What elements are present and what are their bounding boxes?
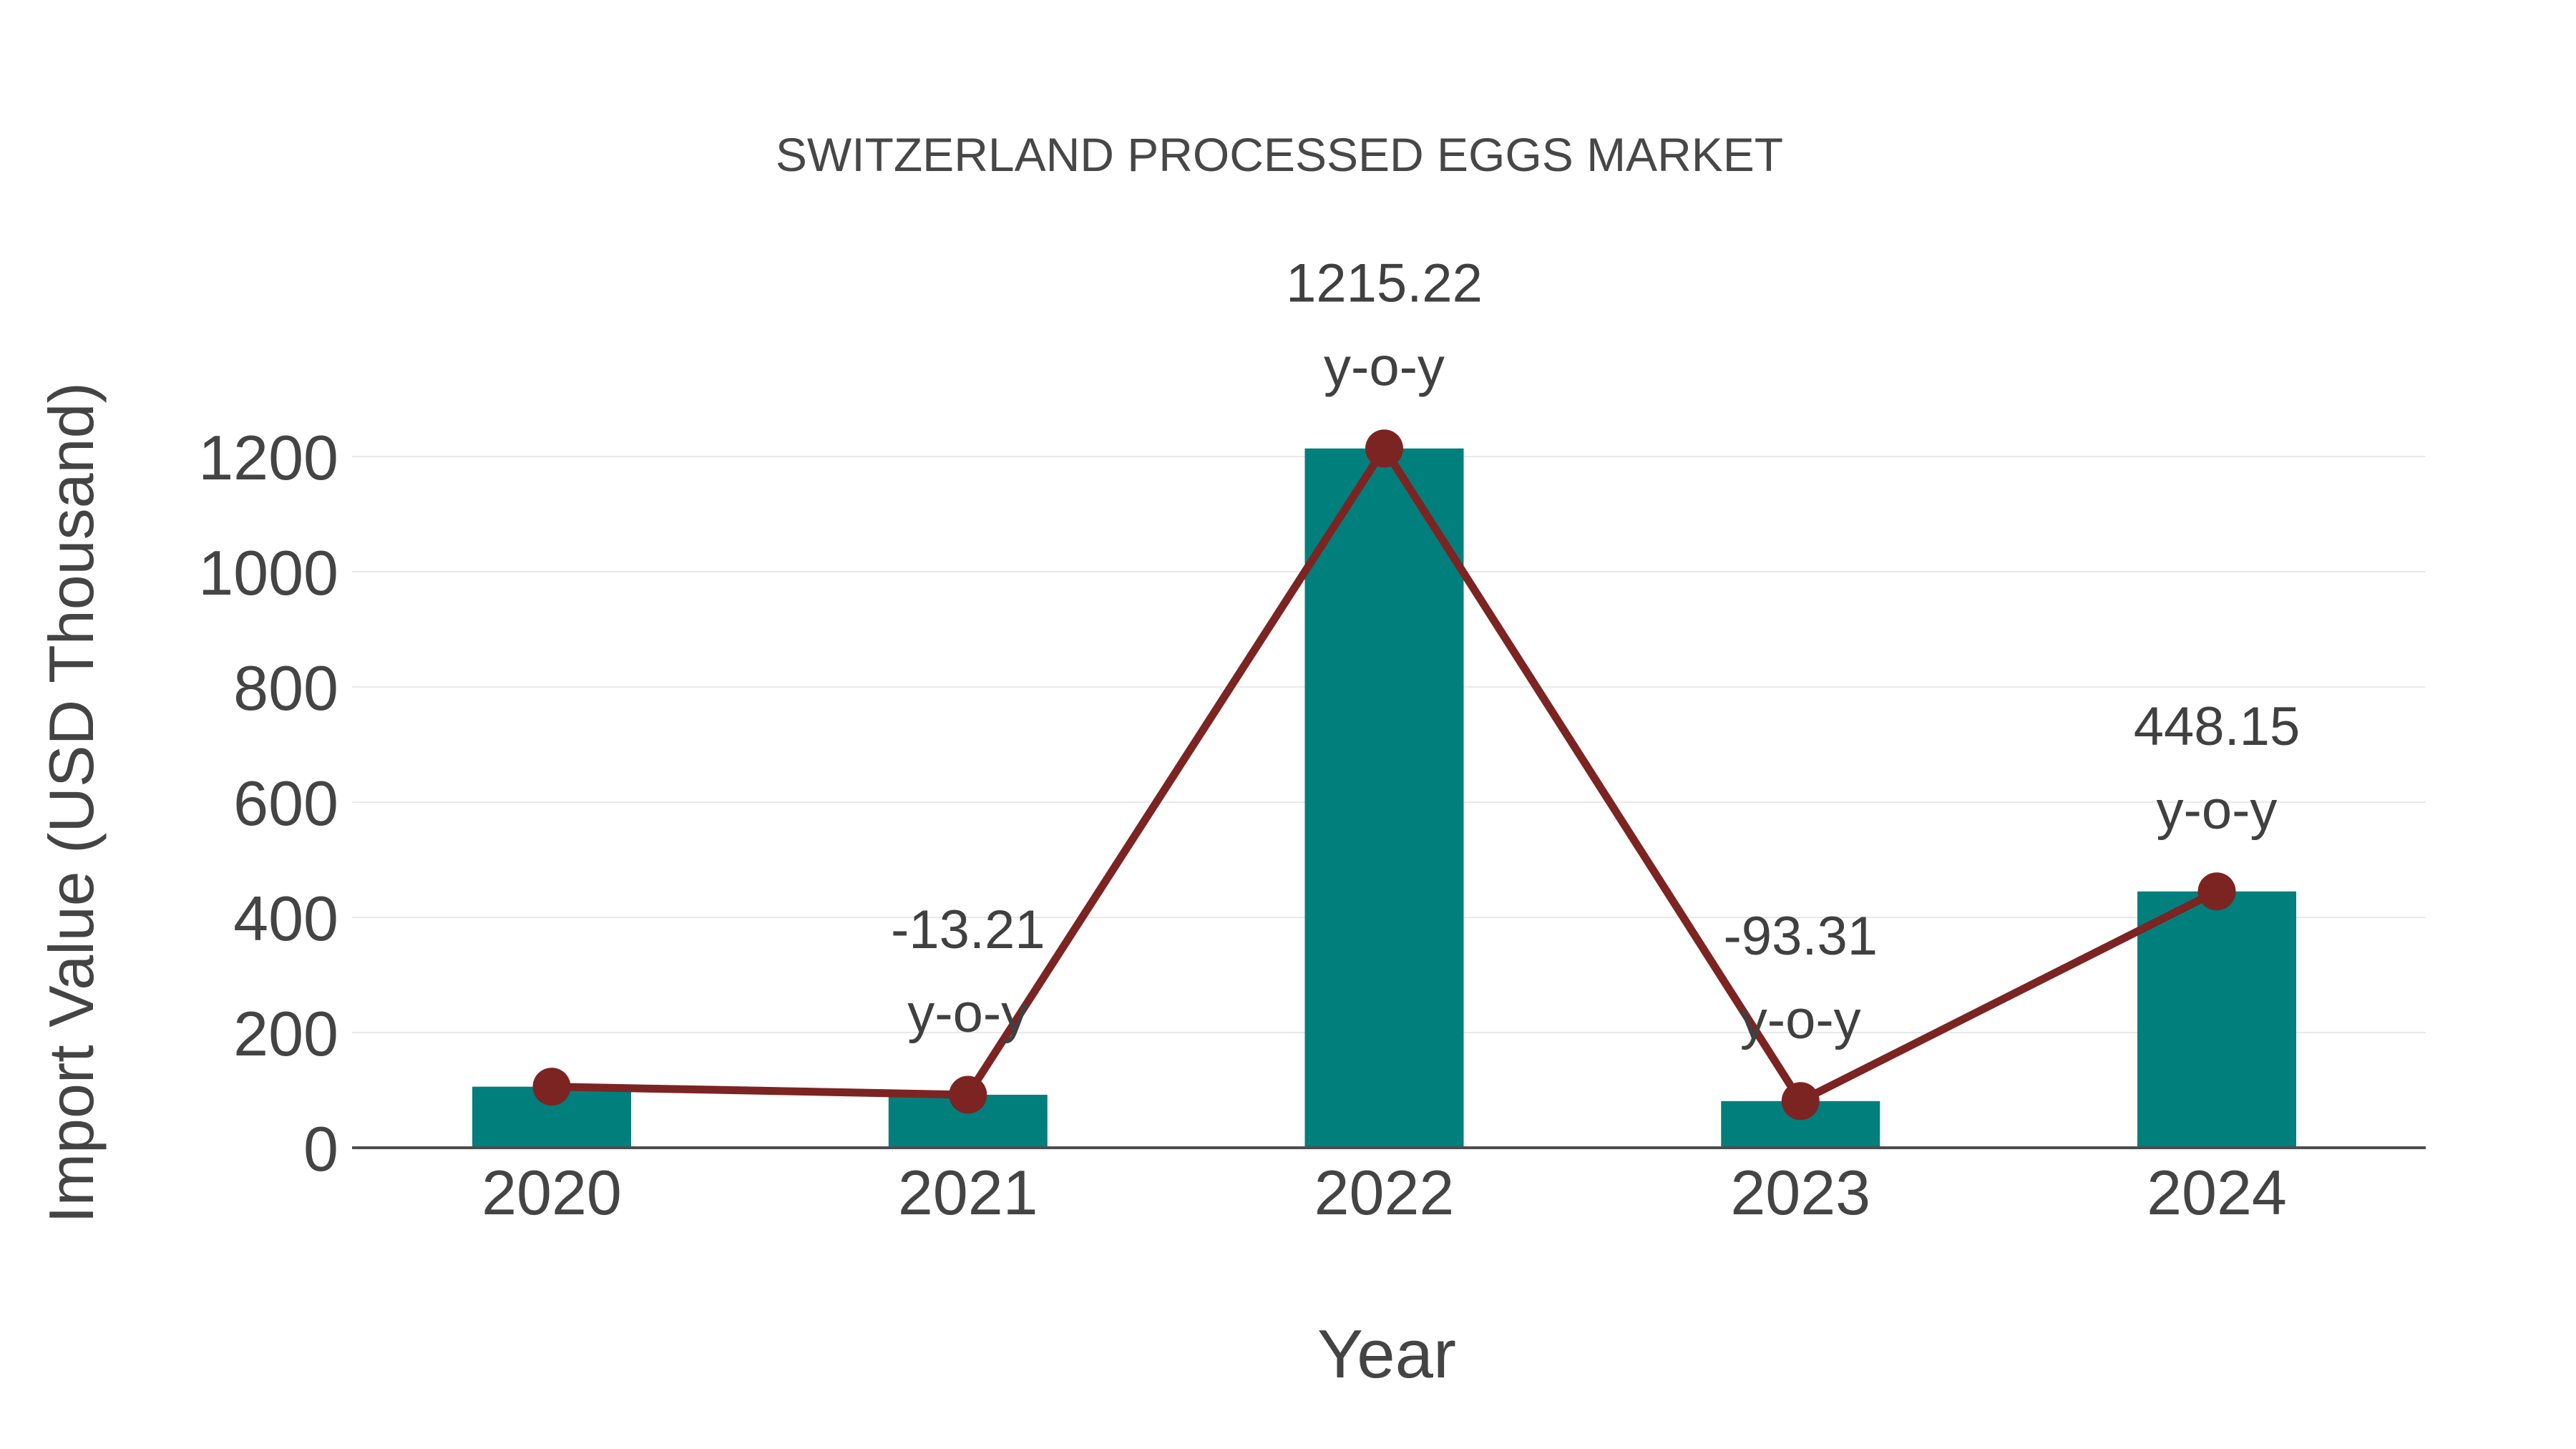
y-tick-600: 600: [233, 768, 338, 839]
chart-title: SWITZERLAND PROCESSED EGGS MARKET: [776, 128, 1783, 181]
marker-2021: [949, 1075, 987, 1114]
y-tick-800: 800: [233, 653, 338, 723]
y-axis-title: Import Value (USD Thousand): [36, 382, 107, 1224]
annotation-2024-sub: y-o-y: [2157, 780, 2278, 841]
bar-2024: [2137, 891, 2296, 1148]
y-tick-400: 400: [233, 883, 338, 954]
annotation-2021-value: -13.21: [891, 899, 1045, 960]
annotation-2023-sub: y-o-y: [1740, 990, 1861, 1050]
y-tick-200: 200: [233, 998, 338, 1069]
y-tick-0: 0: [303, 1113, 338, 1184]
bar-2022: [1304, 448, 1464, 1148]
y-tick-1200: 1200: [198, 422, 338, 493]
x-tick-2023: 2023: [1730, 1157, 1870, 1228]
y-tick-labels: 0 200 400 600 800 1000 1200: [198, 422, 338, 1184]
annotation-2023-value: -93.31: [1724, 906, 1878, 967]
bar-series: [472, 448, 2296, 1148]
annotation-2021-sub: y-o-y: [907, 983, 1028, 1044]
x-axis-title: Year: [1317, 1316, 1456, 1392]
x-tick-2021: 2021: [898, 1157, 1038, 1228]
marker-2022: [1365, 429, 1403, 468]
marker-2024: [2197, 872, 2236, 911]
x-tick-labels: 2020 2021 2022 2023 2024: [482, 1157, 2287, 1228]
marker-2023: [1781, 1082, 1820, 1121]
annotation-2022-sub: y-o-y: [1324, 337, 1445, 398]
annotation-2022-value: 1215.22: [1286, 253, 1483, 314]
y-tick-1000: 1000: [198, 537, 338, 608]
marker-2020: [532, 1068, 571, 1106]
annotation-2024-value: 448.15: [2134, 696, 2300, 757]
annotations: -13.21 y-o-y 1215.22 y-o-y -93.31 y-o-y 448.15…: [891, 253, 2300, 1050]
x-tick-2022: 2022: [1314, 1157, 1455, 1228]
x-tick-2020: 2020: [482, 1157, 622, 1228]
x-tick-2024: 2024: [2147, 1157, 2287, 1228]
line-series: [532, 429, 2236, 1121]
